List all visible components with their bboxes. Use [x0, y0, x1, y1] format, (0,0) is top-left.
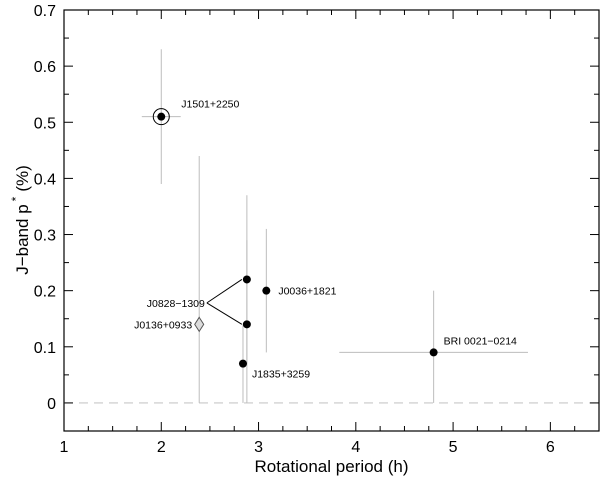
point-labels: J1501+2250 J0036+1821 J0136+0933 J1835+3259… [134, 99, 517, 381]
y-tick-label: 0.7 [34, 3, 56, 20]
y-tick-label: 0.6 [34, 59, 56, 76]
group-connector-line [206, 302, 243, 325]
data-point [242, 320, 251, 329]
x-tick-label: 6 [546, 439, 555, 456]
y-tick-label: 0.3 [34, 228, 56, 245]
y-tick-label: 0 [47, 396, 56, 413]
y-axis-title-main: J−band p [13, 204, 32, 274]
y-axis-title-unit: (%) [13, 165, 32, 191]
data-markers [152, 108, 438, 368]
y-axis-title: J−band p * (%) [9, 165, 32, 275]
x-tick-label: 3 [254, 439, 263, 456]
x-tick-label: 4 [351, 439, 360, 456]
y-tick-label: 0.5 [34, 115, 56, 132]
y-tick-label: 0.4 [34, 171, 56, 188]
point-label: J0136+0933 [134, 319, 192, 331]
y-axis-title-group: J−band p * (%) [9, 165, 32, 275]
label-connectors [206, 279, 243, 325]
data-point-diamond [194, 316, 205, 333]
point-label: J1501+2250 [181, 99, 239, 111]
group-connector-line [206, 279, 243, 304]
point-label: J0036+1821 [278, 286, 336, 298]
data-point [238, 359, 247, 368]
group-label: J0828−1309 [147, 298, 205, 310]
data-point-ring [152, 108, 170, 126]
point-label: BRI 0021−0214 [444, 335, 517, 347]
data-point [242, 275, 251, 284]
data-point [429, 348, 438, 357]
data-point [262, 286, 271, 295]
axis-ticks: 1 2 3 4 5 6 0 0.1 0.2 0.3 0.4 0.5 0.6 0.7 [34, 3, 600, 456]
x-tick-label: 5 [449, 439, 458, 456]
y-tick-label: 0.1 [34, 340, 56, 357]
point-label: J1835+3259 [252, 369, 310, 381]
y-tick-label: 0.2 [34, 284, 56, 301]
x-axis-title: Rotational period (h) [254, 457, 408, 476]
data-point [157, 112, 166, 121]
plot-frame [63, 9, 600, 432]
x-tick-label: 2 [157, 439, 166, 456]
x-tick-label: 1 [60, 439, 69, 456]
y-axis-title-sup: * [9, 196, 23, 201]
